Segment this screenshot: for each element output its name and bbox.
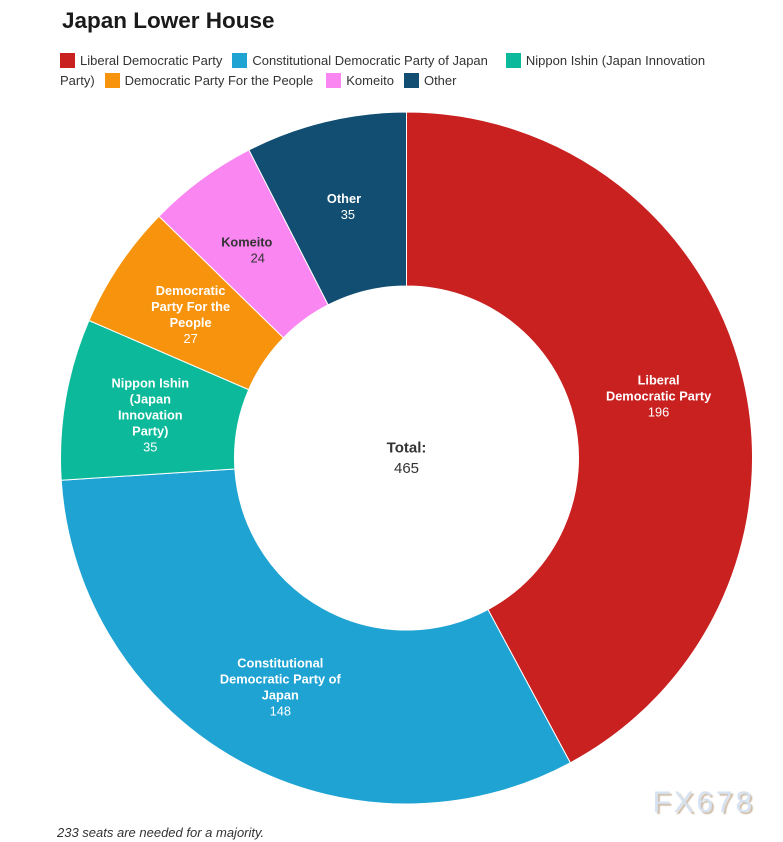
svg-text:Party For the: Party For the bbox=[151, 299, 230, 314]
svg-text:Democratic Party: Democratic Party bbox=[606, 389, 712, 404]
svg-text:Total:: Total: bbox=[387, 440, 427, 457]
svg-text:148: 148 bbox=[270, 703, 291, 718]
svg-text:196: 196 bbox=[648, 405, 669, 420]
svg-text:27: 27 bbox=[183, 331, 197, 346]
svg-text:35: 35 bbox=[143, 439, 157, 454]
svg-text:24: 24 bbox=[251, 251, 265, 266]
svg-text:Democratic: Democratic bbox=[156, 283, 226, 298]
svg-text:(Japan: (Japan bbox=[130, 391, 171, 406]
svg-text:Party): Party) bbox=[132, 423, 168, 438]
svg-text:Innovation: Innovation bbox=[118, 407, 183, 422]
svg-text:35: 35 bbox=[341, 207, 355, 222]
svg-text:Japan: Japan bbox=[262, 687, 299, 702]
svg-text:Komeito: Komeito bbox=[221, 235, 272, 250]
svg-text:Liberal: Liberal bbox=[638, 373, 680, 388]
svg-text:465: 465 bbox=[394, 460, 419, 477]
svg-text:Other: Other bbox=[327, 191, 361, 206]
svg-text:Constitutional: Constitutional bbox=[237, 655, 323, 670]
svg-text:Nippon Ishin: Nippon Ishin bbox=[112, 375, 190, 390]
svg-text:People: People bbox=[170, 315, 212, 330]
svg-text:Democratic Party of: Democratic Party of bbox=[220, 671, 342, 686]
